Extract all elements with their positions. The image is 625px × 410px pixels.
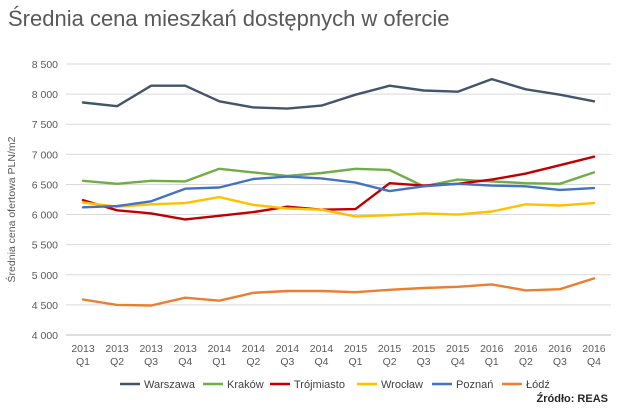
y-tick-label: 6 000 xyxy=(32,210,58,222)
y-tick-label: 6 500 xyxy=(32,179,58,191)
y-tick-label: 5 000 xyxy=(32,270,58,282)
y-tick-label: 8 000 xyxy=(32,89,58,101)
y-tick-label: 5 500 xyxy=(32,240,58,252)
x-tick-year: 2015 xyxy=(446,343,470,355)
x-tick-quarter: Q3 xyxy=(417,356,431,368)
chart-title: Średnia cena mieszkań dostępnych w oferc… xyxy=(8,6,450,31)
x-tick-quarter: Q4 xyxy=(451,356,465,368)
legend-label: Łódź xyxy=(526,379,550,391)
legend-label: Warszawa xyxy=(144,379,196,391)
gridlines xyxy=(66,63,611,336)
x-tick-year: 2014 xyxy=(276,343,300,355)
x-tick-year: 2013 xyxy=(71,343,95,355)
x-tick-quarter: Q1 xyxy=(349,356,363,368)
series-lines xyxy=(81,77,596,307)
y-tick-label: 7 000 xyxy=(32,149,58,161)
x-tick-quarter: Q2 xyxy=(519,356,533,368)
x-tick-year: 2014 xyxy=(208,343,232,355)
x-tick-quarter: Q4 xyxy=(178,356,192,368)
x-tick-year: 2014 xyxy=(242,343,266,355)
legend: Warszawa Kraków Trójmiasto Wrocław Poznań Łód… xyxy=(120,379,550,391)
series-line-warszawa xyxy=(81,77,596,110)
x-tick-quarter: Q2 xyxy=(383,356,397,368)
x-tick-year: 2015 xyxy=(412,343,436,355)
series-line-kraków xyxy=(81,167,596,188)
x-tick-year: 2013 xyxy=(174,343,198,355)
x-tick-quarter: Q3 xyxy=(144,356,158,368)
series-line-wrocław xyxy=(81,195,596,218)
x-tick-quarter: Q1 xyxy=(212,356,226,368)
x-tick-quarter: Q3 xyxy=(280,356,294,368)
x-axis: 2013Q12013Q22013Q32013Q42014Q12014Q22014… xyxy=(71,343,605,368)
x-tick-year: 2015 xyxy=(378,343,402,355)
x-tick-year: 2016 xyxy=(514,343,538,355)
legend-label: Kraków xyxy=(227,379,264,391)
source-note: Źródło: REAS xyxy=(537,392,609,405)
x-tick-year: 2014 xyxy=(310,343,334,355)
legend-label: Trójmiasto xyxy=(294,379,345,391)
x-tick-year: 2013 xyxy=(139,343,163,355)
x-tick-quarter: Q4 xyxy=(314,356,328,368)
series-line-łódź xyxy=(81,277,596,307)
y-tick-label: 4 500 xyxy=(32,300,58,312)
x-tick-quarter: Q1 xyxy=(485,356,499,368)
x-tick-quarter: Q3 xyxy=(553,356,567,368)
y-axis: 4 000 4 500 5 000 5 500 6 000 6 500 7 000 7 500… xyxy=(32,59,58,342)
series-line-trójmiasto xyxy=(81,155,596,221)
x-tick-quarter: Q4 xyxy=(587,356,601,368)
x-tick-year: 2016 xyxy=(582,343,606,355)
y-tick-label: 8 500 xyxy=(32,59,58,71)
legend-label: Wrocław xyxy=(381,379,423,391)
legend-label: Poznań xyxy=(456,379,493,391)
series-line-poznań xyxy=(81,175,596,209)
x-tick-year: 2015 xyxy=(344,343,368,355)
x-tick-quarter: Q2 xyxy=(246,356,260,368)
x-tick-quarter: Q1 xyxy=(76,356,90,368)
x-tick-year: 2013 xyxy=(105,343,129,355)
y-tick-label: 4 000 xyxy=(32,330,58,342)
y-tick-label: 7 500 xyxy=(32,119,58,131)
y-axis-title: Średnia cena ofertowa PLN/m2 xyxy=(5,136,18,282)
x-tick-quarter: Q2 xyxy=(110,356,124,368)
x-tick-year: 2016 xyxy=(480,343,504,355)
x-tick-year: 2016 xyxy=(548,343,572,355)
